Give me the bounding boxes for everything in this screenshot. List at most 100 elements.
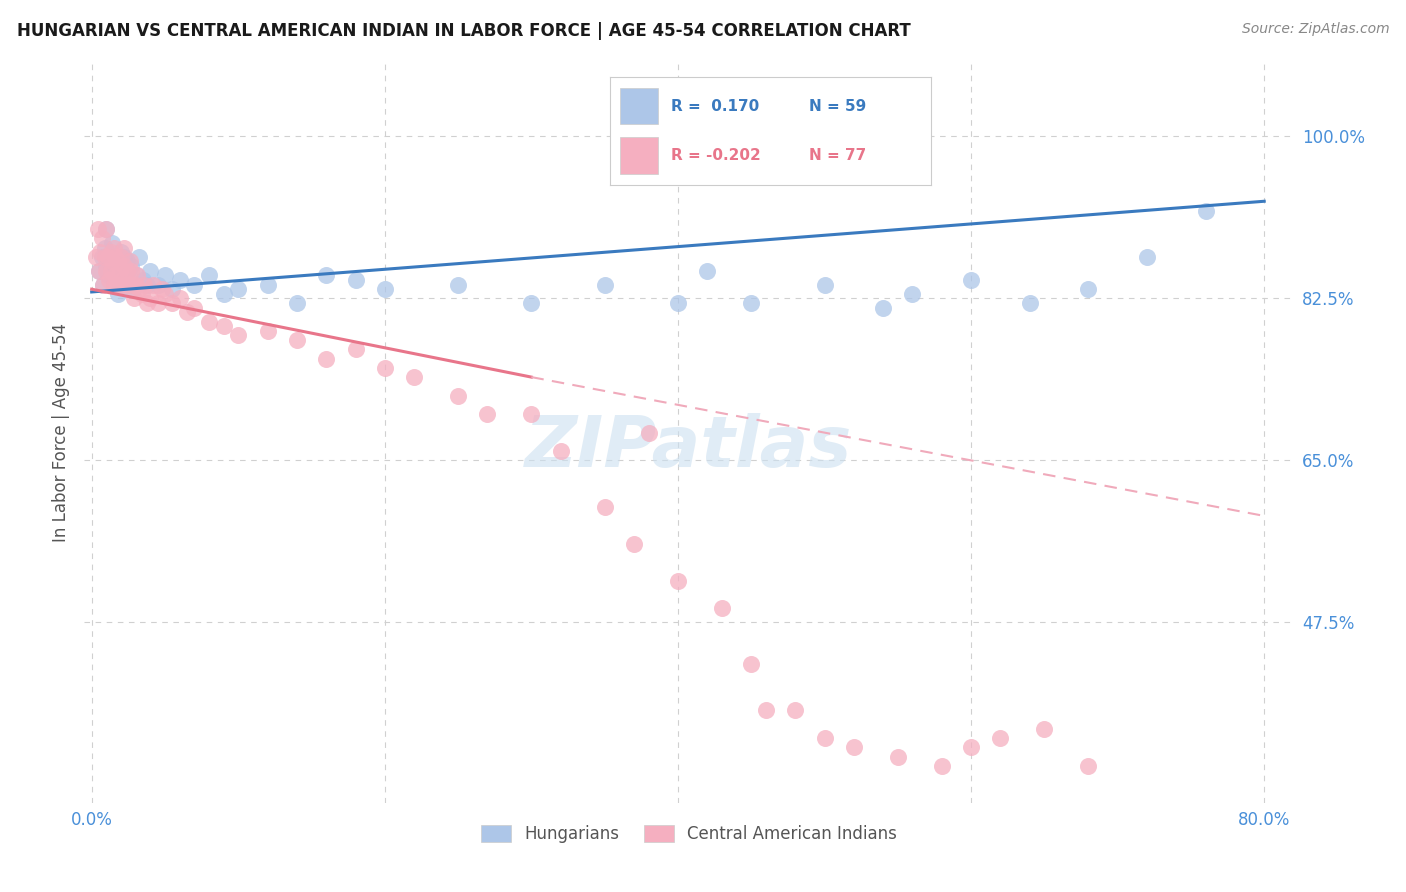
Point [1136,250,1159,264]
Point [146,296,169,310]
Point [131,286,153,301]
Point [112,240,135,255]
Point [990,731,1012,745]
Point [226,328,249,343]
Point [103,277,125,292]
Point [93,277,115,292]
Point [637,425,659,440]
Point [105,277,128,292]
Point [94,240,117,255]
Point [315,351,337,366]
Point [666,574,689,588]
Point [96,259,118,273]
Point [593,500,616,514]
Point [1077,282,1099,296]
Point [97,268,120,283]
Point [124,277,146,292]
Point [128,250,150,264]
Point [162,282,184,296]
Point [111,277,134,292]
Point [122,292,145,306]
Point [134,277,156,292]
Point [740,296,762,310]
Point [623,536,645,550]
Point [139,292,162,306]
Point [117,277,139,292]
Point [121,282,143,296]
Point [110,277,132,292]
Point [91,250,114,264]
Point [344,343,367,357]
Text: ZIPatlas: ZIPatlas [526,413,852,482]
Point [150,282,173,296]
Point [404,370,426,384]
Point [153,286,176,301]
Point [98,250,121,264]
Point [107,254,129,268]
Point [374,360,396,375]
Point [447,389,470,403]
Point [813,731,835,745]
Point [87,263,110,277]
Point [110,250,132,264]
Point [89,245,111,260]
Point [103,250,125,264]
Point [128,282,150,296]
Point [115,254,138,268]
Point [110,245,132,260]
Point [153,268,176,283]
Point [183,301,205,315]
Point [136,277,159,292]
Point [94,250,117,264]
Point [256,324,278,338]
Point [114,277,136,292]
Point [91,231,114,245]
Point [112,259,135,273]
Point [447,277,470,292]
Point [104,268,127,283]
Point [117,263,139,277]
Point [1033,722,1056,736]
Point [96,222,118,236]
Point [120,259,142,273]
Point [146,277,169,292]
Point [114,273,136,287]
Point [1018,296,1040,310]
Point [127,268,149,283]
Point [212,286,235,301]
Point [169,292,191,306]
Point [136,296,159,310]
Point [107,286,129,301]
Point [104,250,127,264]
Point [103,277,125,292]
Point [108,263,131,277]
Point [477,407,499,421]
Point [101,254,124,268]
Point [887,749,910,764]
Point [931,758,953,772]
Point [183,277,205,292]
Point [520,407,543,421]
Point [842,740,865,755]
Point [101,235,124,250]
Point [198,315,221,329]
Point [93,277,115,292]
Point [100,263,122,277]
Point [593,277,616,292]
Point [86,222,108,236]
Point [132,273,155,287]
Point [103,240,125,255]
Text: HUNGARIAN VS CENTRAL AMERICAN INDIAN IN LABOR FORCE | AGE 45-54 CORRELATION CHAR: HUNGARIAN VS CENTRAL AMERICAN INDIAN IN … [17,22,911,40]
Point [550,444,572,458]
Point [256,277,278,292]
Point [785,703,807,717]
Point [112,250,135,264]
Point [108,259,131,273]
Point [1194,203,1216,218]
Point [97,250,120,264]
Point [118,254,141,268]
Point [142,277,165,292]
Legend: Hungarians, Central American Indians: Hungarians, Central American Indians [474,819,904,850]
Point [755,703,778,717]
Point [285,333,308,347]
